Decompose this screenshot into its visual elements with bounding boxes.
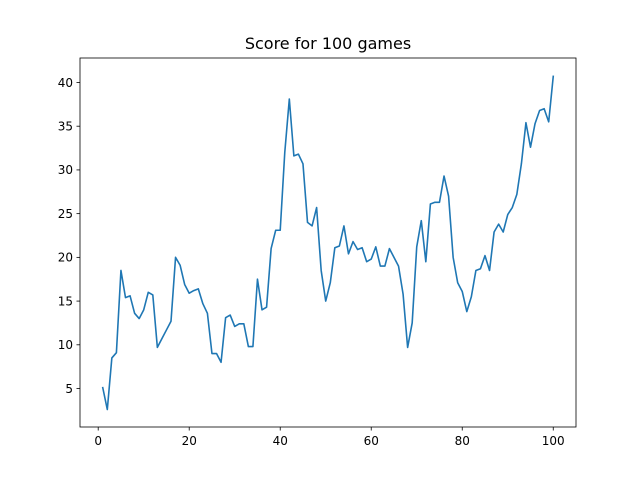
y-tick-label: 15 [58,294,73,308]
x-tick-label: 20 [182,434,197,448]
y-tick-label: 30 [58,163,73,177]
x-tick-label: 80 [455,434,470,448]
y-tick-label: 40 [58,76,73,90]
axis-ticks: 0 20 40 60 80 100 5 10 15 20 25 30 35 40 [58,76,565,448]
series-layer [101,75,555,411]
x-tick-label: 60 [364,434,379,448]
y-tick-label: 20 [58,251,73,265]
x-tick-label: 40 [273,434,288,448]
series-line-0 [101,75,555,411]
chart-title: Score for 100 games [245,34,411,53]
y-tick-label: 10 [58,338,73,352]
x-tick-label: 0 [94,434,102,448]
y-tick-label: 5 [65,382,73,396]
plot-frame [79,57,577,428]
x-tick-label: 100 [542,434,565,448]
y-tick-label: 25 [58,207,73,221]
y-tick-label: 35 [58,120,73,134]
